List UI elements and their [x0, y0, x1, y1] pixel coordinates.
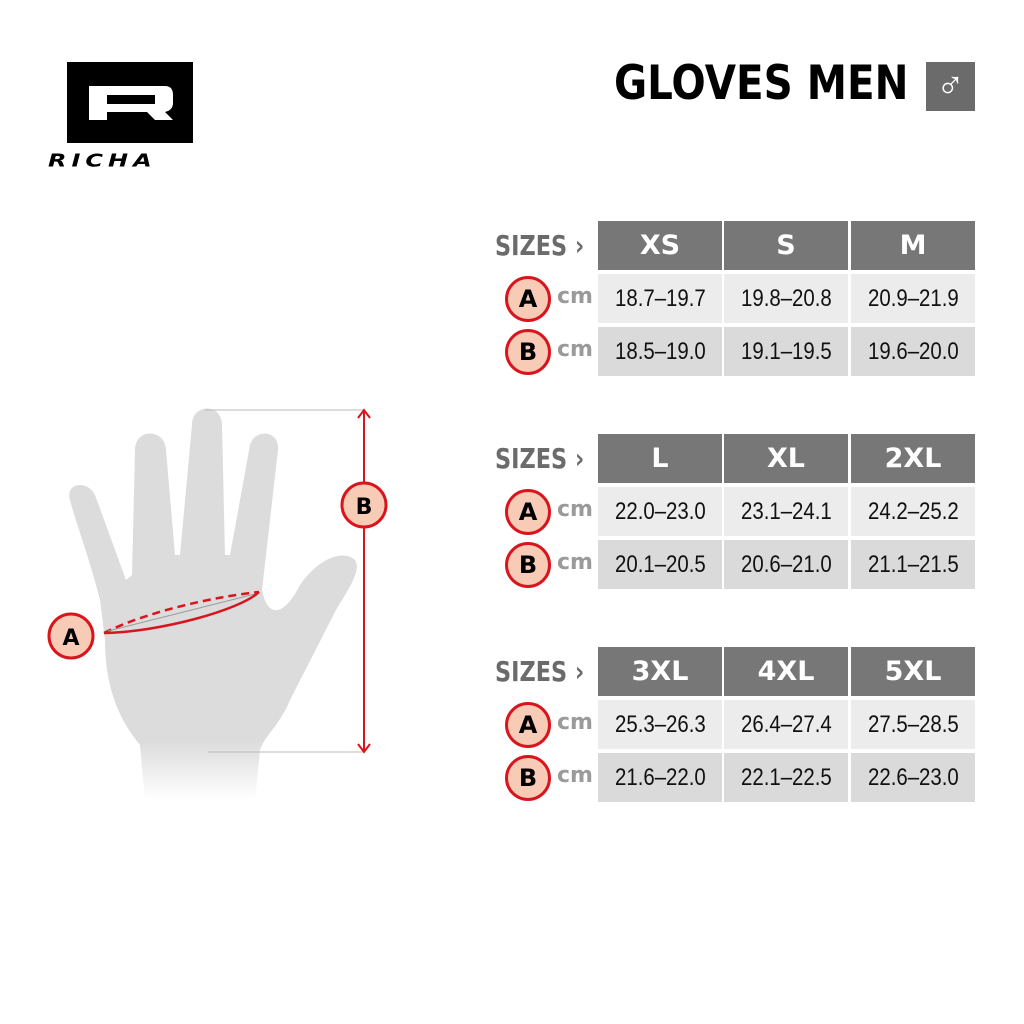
measure-a-row: A cm 25.3–26.3 26.4–27.4 27.5–28.5 — [495, 700, 975, 749]
measure-value: 24.2–25.2 — [867, 498, 959, 525]
b-badge — [340, 481, 388, 529]
measure-value: 21.6–22.0 — [614, 764, 706, 791]
unit-label: cm — [557, 284, 593, 309]
r-logo-icon — [89, 86, 173, 120]
size-header: L — [598, 434, 722, 483]
size-header: 4XL — [724, 647, 848, 696]
measure-a-row: A cm 18.7–19.7 19.8–20.8 20.9–21.9 — [495, 274, 975, 323]
measure-value: 22.6–23.0 — [867, 764, 959, 791]
a-measure-front — [103, 591, 260, 635]
measure-value: 22.0–23.0 — [614, 498, 706, 525]
measure-b-row: B cm 21.6–22.0 22.1–22.5 22.6–23.0 — [495, 753, 975, 802]
measure-cell: 22.0–23.0 — [598, 487, 722, 536]
b-arrowheads — [357, 408, 371, 754]
logo-wordmark: RICHA — [48, 150, 157, 171]
measure-value: 25.3–26.3 — [614, 711, 706, 738]
measure-value: 27.5–28.5 — [867, 711, 959, 738]
unit-label: cm — [557, 550, 593, 575]
a-measure-back — [103, 590, 260, 635]
measure-value: 23.1–24.1 — [740, 498, 832, 525]
unit-label: cm — [557, 710, 593, 735]
b-label: B — [356, 495, 373, 520]
measure-cell: 19.6–20.0 — [851, 327, 975, 376]
sizes-label: SIZES › — [495, 229, 585, 262]
page-title: GLOVES MEN — [613, 56, 908, 111]
measure-b-row: B cm 20.1–20.5 20.6–21.0 21.1–21.5 — [495, 540, 975, 589]
measure-value: 18.7–19.7 — [614, 285, 706, 312]
measure-cell: 25.3–26.3 — [598, 700, 722, 749]
measure-cell: 20.9–21.9 — [851, 274, 975, 323]
measure-cell: 19.1–19.5 — [724, 327, 848, 376]
measure-cell: 22.1–22.5 — [724, 753, 848, 802]
measure-b-badge: B — [505, 755, 551, 801]
size-header: S — [724, 221, 848, 270]
unit-label: cm — [557, 763, 593, 788]
measure-value: 22.1–22.5 — [740, 764, 832, 791]
a-label: A — [62, 626, 79, 651]
size-header: XL — [724, 434, 848, 483]
measure-value: 19.6–20.0 — [867, 338, 959, 365]
unit-label: cm — [557, 337, 593, 362]
a-badge — [47, 612, 95, 660]
unit-label: cm — [557, 497, 593, 522]
male-icon: ♂ — [926, 62, 975, 111]
measure-cell: 27.5–28.5 — [851, 700, 975, 749]
measure-cell: 20.6–21.0 — [724, 540, 848, 589]
measure-a-badge: A — [505, 702, 551, 748]
measure-cell: 19.8–20.8 — [724, 274, 848, 323]
measure-value: 20.9–21.9 — [867, 285, 959, 312]
measure-a-row: A cm 22.0–23.0 23.1–24.1 24.2–25.2 — [495, 487, 975, 536]
measure-cell: 24.2–25.2 — [851, 487, 975, 536]
measure-b-row: B cm 18.5–19.0 19.1–19.5 19.6–20.0 — [495, 327, 975, 376]
measure-value: 19.1–19.5 — [740, 338, 832, 365]
measure-cell: 18.5–19.0 — [598, 327, 722, 376]
sizes-header-row: SIZES › L XL 2XL — [495, 434, 975, 483]
measure-cell: 23.1–24.1 — [724, 487, 848, 536]
richa-logo-mark — [67, 62, 193, 143]
sizes-label: SIZES › — [495, 655, 585, 688]
measure-value: 26.4–27.4 — [740, 711, 832, 738]
measure-value: 20.1–20.5 — [614, 551, 706, 578]
size-header: 2XL — [851, 434, 975, 483]
measure-b-badge: B — [505, 542, 551, 588]
measure-b-badge: B — [505, 329, 551, 375]
measure-cell: 21.1–21.5 — [851, 540, 975, 589]
sizes-label: SIZES › — [495, 442, 585, 475]
measure-cell: 18.7–19.7 — [598, 274, 722, 323]
hand-diagram: B A — [47, 408, 388, 800]
size-header: 3XL — [598, 647, 722, 696]
measure-cell: 26.4–27.4 — [724, 700, 848, 749]
size-header: M — [851, 221, 975, 270]
measure-a-badge: A — [505, 276, 551, 322]
size-header: 5XL — [851, 647, 975, 696]
measure-value: 20.6–21.0 — [740, 551, 832, 578]
measure-value: 18.5–19.0 — [614, 338, 706, 365]
size-header: XS — [598, 221, 722, 270]
measure-a-badge: A — [505, 489, 551, 535]
measure-value: 19.8–20.8 — [740, 285, 832, 312]
measure-cell: 20.1–20.5 — [598, 540, 722, 589]
measure-cell: 21.6–22.0 — [598, 753, 722, 802]
measure-value: 21.1–21.5 — [867, 551, 959, 578]
sizes-header-row: SIZES › 3XL 4XL 5XL — [495, 647, 975, 696]
measure-cell: 22.6–23.0 — [851, 753, 975, 802]
sizes-header-row: SIZES › XS S M — [495, 221, 975, 270]
